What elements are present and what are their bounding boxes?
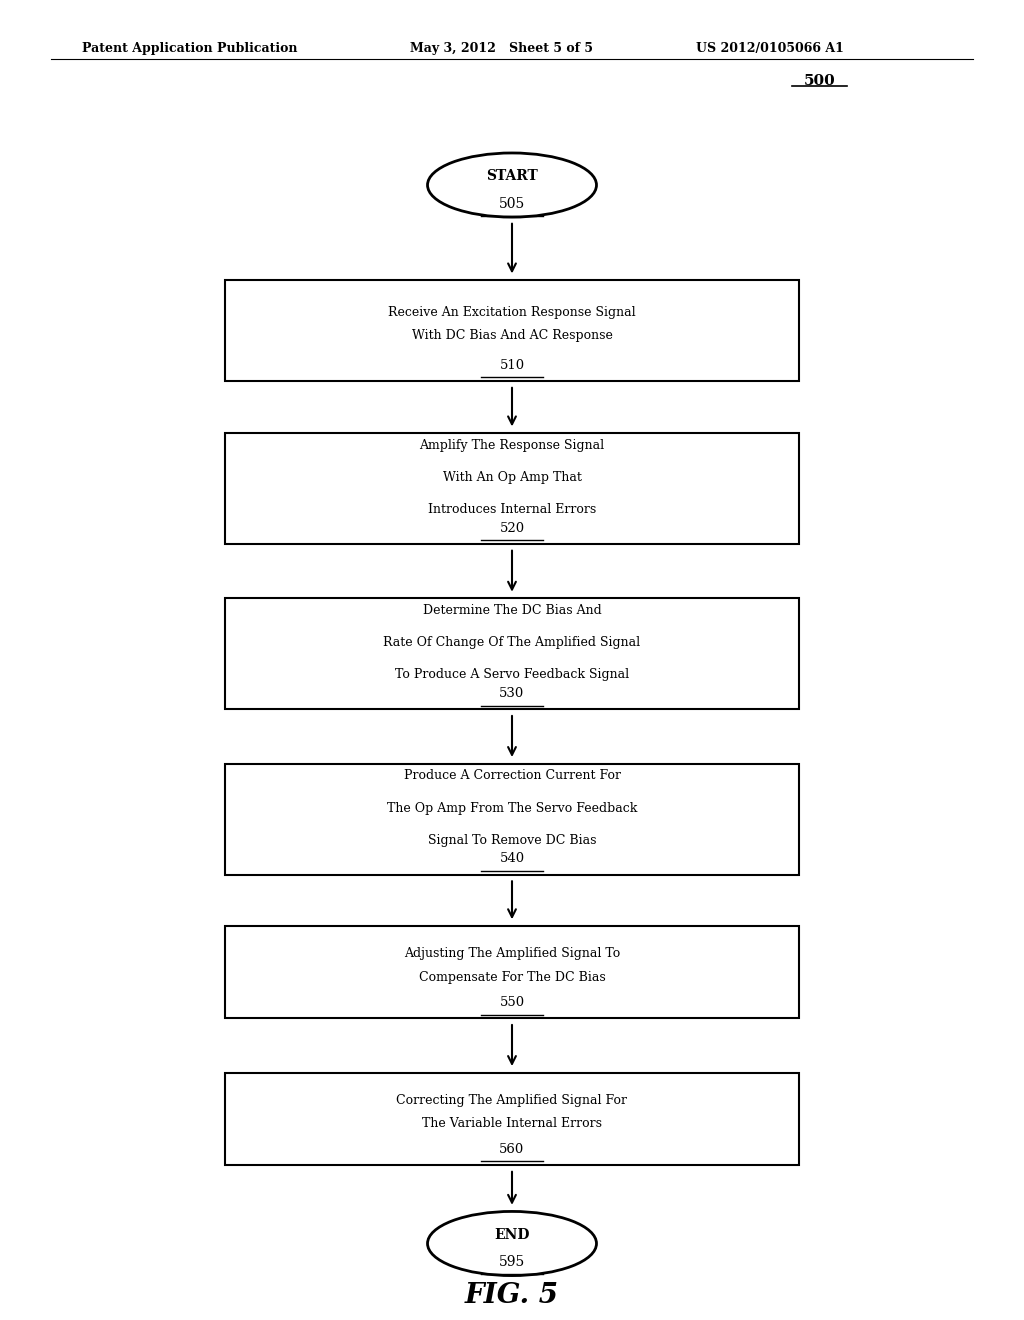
Text: Compensate For The DC Bias: Compensate For The DC Bias bbox=[419, 970, 605, 983]
Text: US 2012/0105066 A1: US 2012/0105066 A1 bbox=[696, 42, 844, 55]
Text: With DC Bias And AC Response: With DC Bias And AC Response bbox=[412, 329, 612, 342]
Text: 510: 510 bbox=[500, 359, 524, 372]
Text: END: END bbox=[495, 1228, 529, 1242]
Text: Introduces Internal Errors: Introduces Internal Errors bbox=[428, 503, 596, 516]
Text: Patent Application Publication: Patent Application Publication bbox=[82, 42, 297, 55]
Text: 500: 500 bbox=[803, 74, 836, 88]
Text: 560: 560 bbox=[500, 1143, 524, 1155]
Text: The Op Amp From The Servo Feedback: The Op Amp From The Servo Feedback bbox=[387, 801, 637, 814]
Text: May 3, 2012   Sheet 5 of 5: May 3, 2012 Sheet 5 of 5 bbox=[410, 42, 593, 55]
Text: 595: 595 bbox=[499, 1255, 525, 1269]
Text: To Produce A Servo Feedback Signal: To Produce A Servo Feedback Signal bbox=[395, 668, 629, 681]
FancyBboxPatch shape bbox=[225, 925, 799, 1018]
Text: With An Op Amp That: With An Op Amp That bbox=[442, 471, 582, 484]
Text: 505: 505 bbox=[499, 197, 525, 211]
Text: 550: 550 bbox=[500, 995, 524, 1008]
Text: Amplify The Response Signal: Amplify The Response Signal bbox=[420, 438, 604, 451]
FancyBboxPatch shape bbox=[225, 598, 799, 709]
Text: 540: 540 bbox=[500, 853, 524, 865]
FancyBboxPatch shape bbox=[225, 280, 799, 381]
Text: Signal To Remove DC Bias: Signal To Remove DC Bias bbox=[428, 834, 596, 846]
Text: Adjusting The Amplified Signal To: Adjusting The Amplified Signal To bbox=[403, 948, 621, 960]
FancyBboxPatch shape bbox=[225, 1073, 799, 1166]
Text: START: START bbox=[486, 169, 538, 183]
Text: The Variable Internal Errors: The Variable Internal Errors bbox=[422, 1117, 602, 1130]
Text: 530: 530 bbox=[500, 686, 524, 700]
Text: Rate Of Change Of The Amplified Signal: Rate Of Change Of The Amplified Signal bbox=[383, 636, 641, 649]
Text: Receive An Excitation Response Signal: Receive An Excitation Response Signal bbox=[388, 306, 636, 318]
Text: FIG. 5: FIG. 5 bbox=[465, 1282, 559, 1309]
Text: 520: 520 bbox=[500, 521, 524, 535]
Ellipse shape bbox=[428, 1212, 596, 1275]
FancyBboxPatch shape bbox=[225, 433, 799, 544]
FancyBboxPatch shape bbox=[225, 764, 799, 875]
Text: Correcting The Amplified Signal For: Correcting The Amplified Signal For bbox=[396, 1094, 628, 1107]
Ellipse shape bbox=[428, 153, 596, 216]
Text: Determine The DC Bias And: Determine The DC Bias And bbox=[423, 605, 601, 618]
Text: Produce A Correction Current For: Produce A Correction Current For bbox=[403, 770, 621, 783]
